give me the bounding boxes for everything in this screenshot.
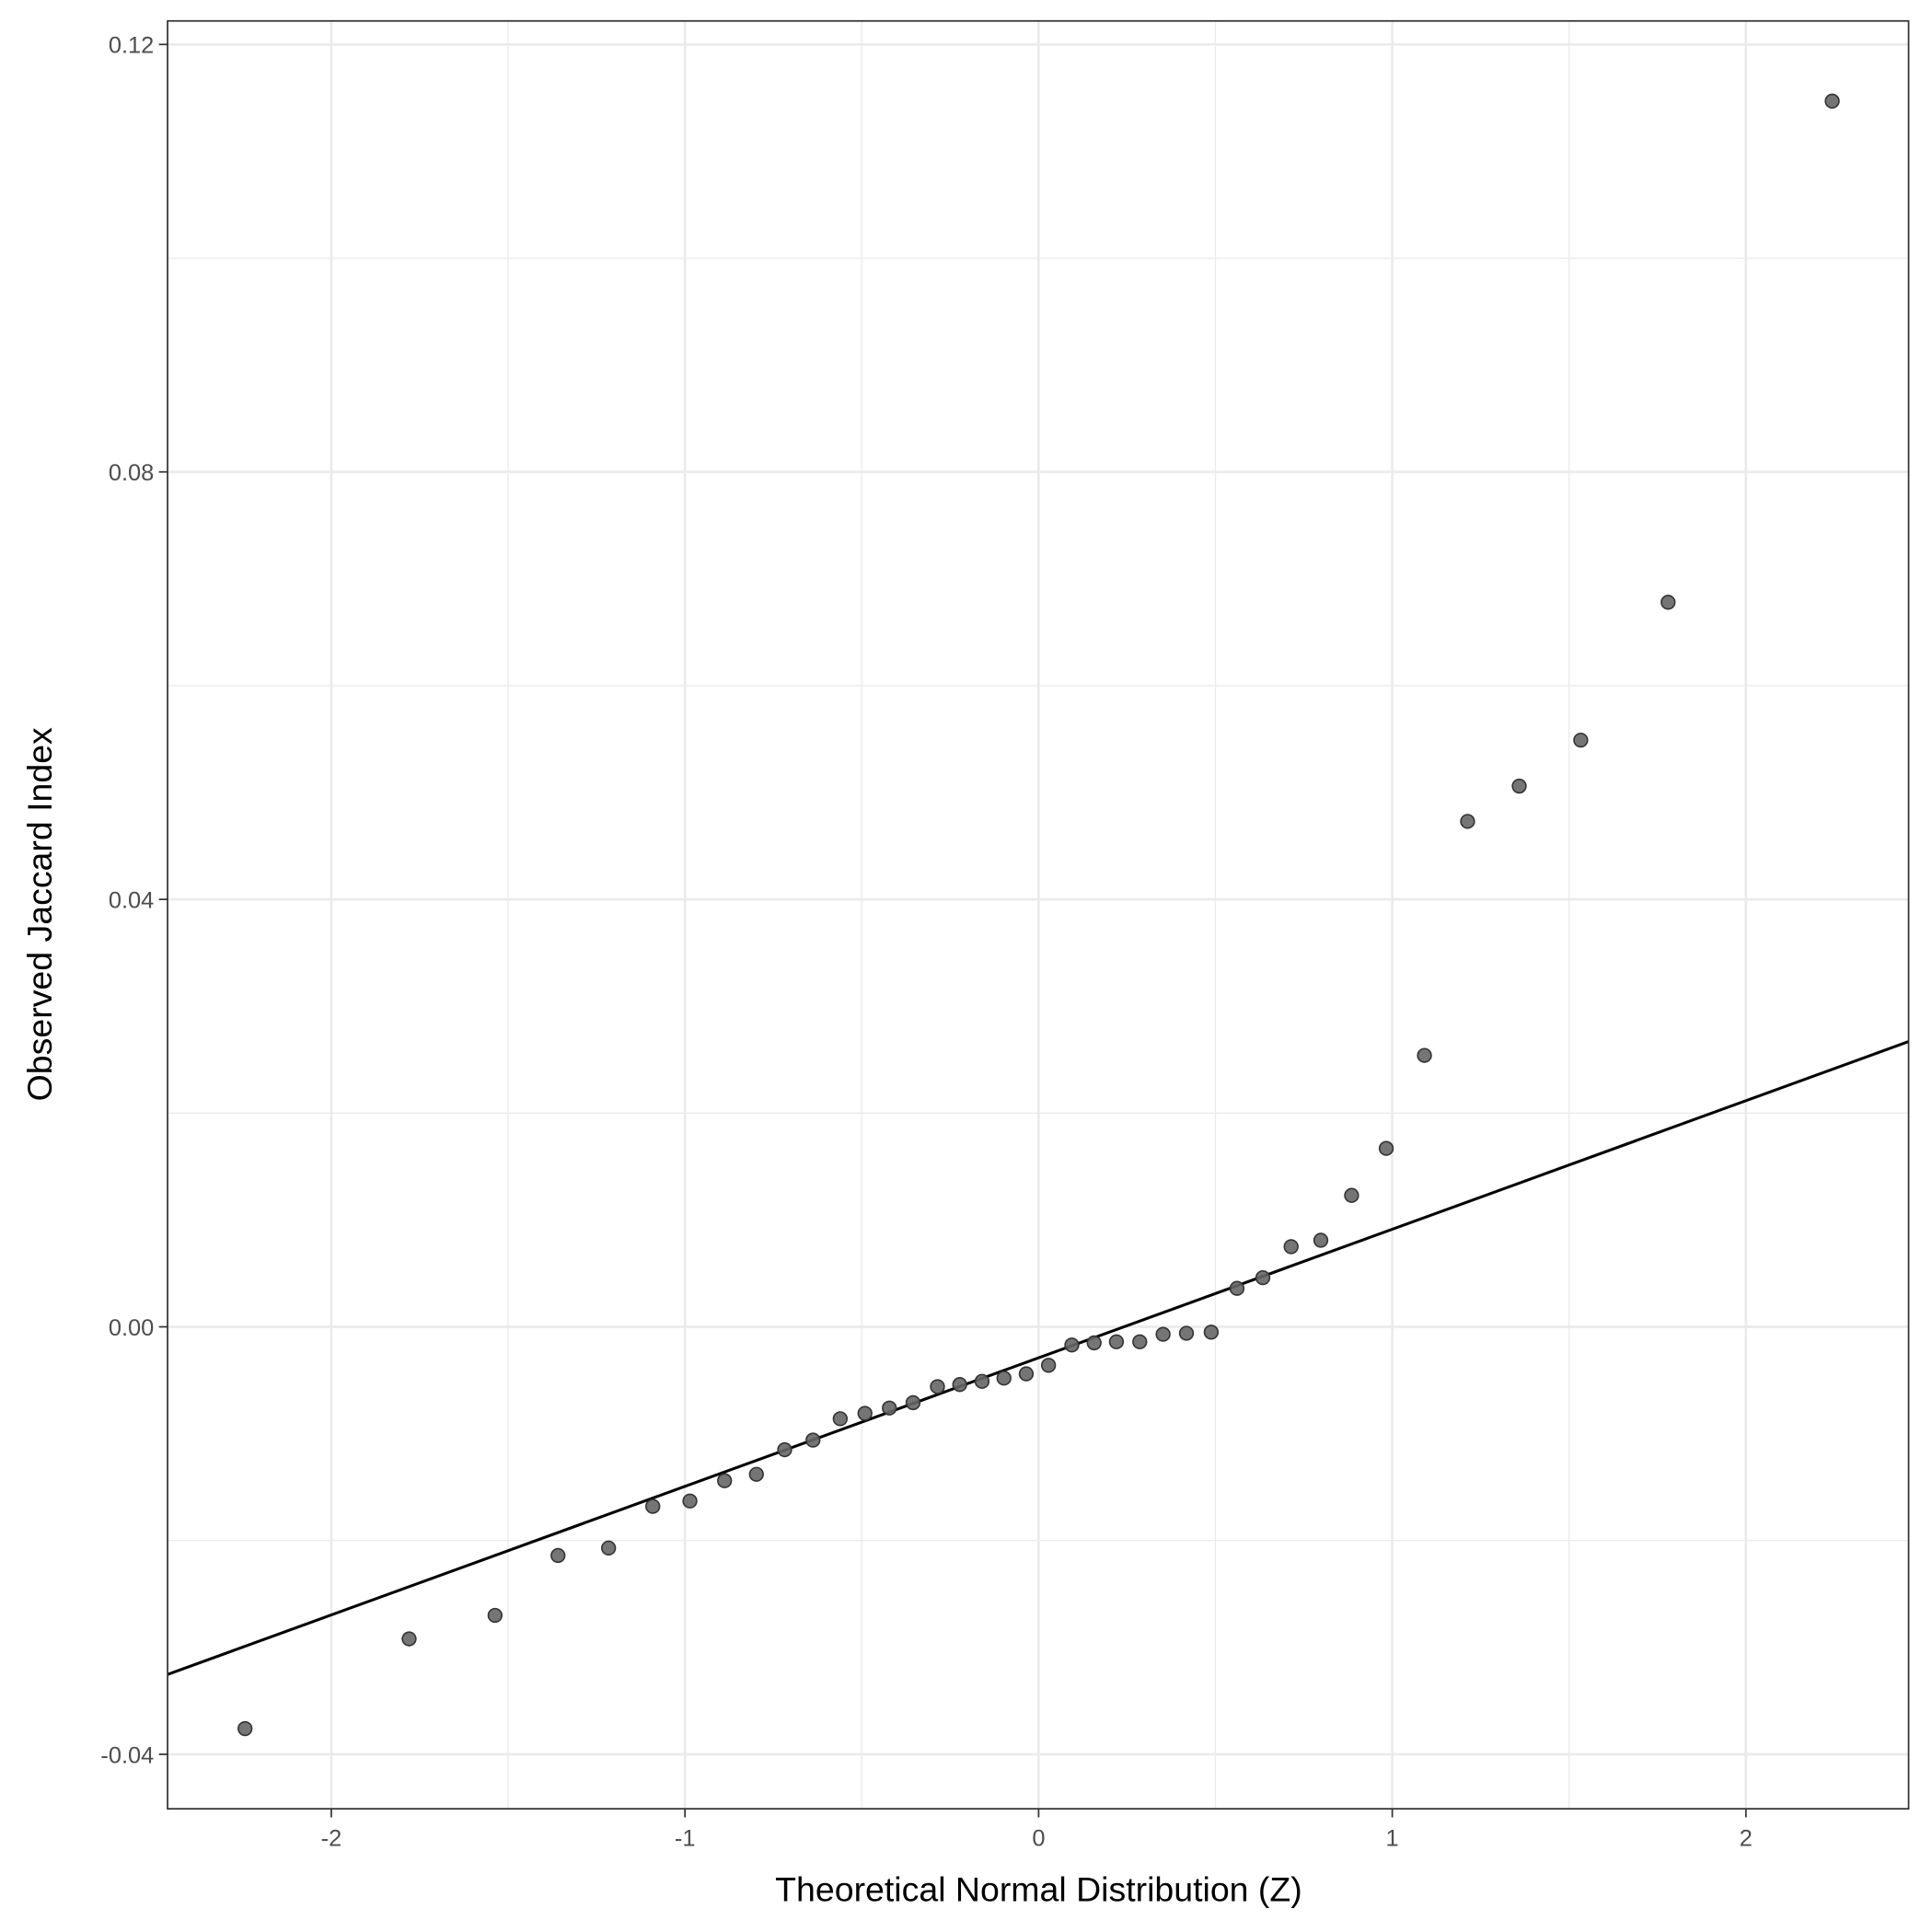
data-point xyxy=(1460,814,1475,829)
data-point xyxy=(682,1493,698,1509)
data-point xyxy=(905,1394,921,1411)
data-point xyxy=(237,1720,253,1737)
data-point xyxy=(1417,1047,1432,1063)
data-point xyxy=(717,1473,733,1488)
y-axis-title: Observed Jaccard Index xyxy=(20,727,59,1101)
data-point xyxy=(1344,1187,1359,1203)
data-point xyxy=(996,1371,1012,1386)
data-point xyxy=(832,1411,849,1427)
data-point xyxy=(1313,1232,1329,1248)
data-point xyxy=(1064,1337,1080,1353)
data-point xyxy=(1155,1326,1171,1342)
data-point xyxy=(550,1547,566,1564)
data-point xyxy=(1255,1269,1271,1286)
reference-line xyxy=(167,1040,1910,1676)
points xyxy=(237,93,1840,1737)
data-point xyxy=(748,1466,764,1482)
reference-line-group xyxy=(167,1040,1910,1676)
data-point xyxy=(777,1441,792,1458)
grid xyxy=(168,20,1909,1810)
data-point xyxy=(1040,1358,1057,1373)
x-tick-label: -1 xyxy=(675,1825,696,1851)
y-tick-label: 0.08 xyxy=(109,460,154,486)
data-point xyxy=(401,1631,417,1647)
data-point xyxy=(1573,732,1589,748)
data-point xyxy=(882,1400,897,1416)
data-point xyxy=(857,1406,873,1421)
data-point xyxy=(1824,93,1840,109)
data-point xyxy=(1283,1239,1299,1255)
data-point xyxy=(1086,1335,1102,1351)
data-point xyxy=(487,1607,503,1624)
x-tick-label: -2 xyxy=(321,1825,342,1851)
data-point xyxy=(930,1379,945,1394)
y-tick-label: -0.04 xyxy=(100,1742,154,1768)
x-axis-title: Theoretical Normal Distribution (Z) xyxy=(775,1870,1302,1909)
y-tick-label: 0.00 xyxy=(109,1315,154,1341)
axis-ticks: -2 -1 0 1 2 -0.04 0.00 0.04 0.08 0.12 xyxy=(100,33,1753,1852)
data-point xyxy=(1660,595,1676,610)
data-point xyxy=(1229,1280,1245,1296)
data-point xyxy=(645,1498,661,1514)
data-point xyxy=(805,1432,821,1448)
x-tick-label: 0 xyxy=(1032,1825,1045,1851)
data-point xyxy=(952,1377,967,1393)
data-point xyxy=(1132,1334,1148,1349)
data-point xyxy=(1108,1334,1125,1349)
data-point xyxy=(974,1373,990,1389)
x-tick-label: 2 xyxy=(1740,1825,1753,1851)
data-point xyxy=(1203,1325,1220,1340)
y-tick-label: 0.12 xyxy=(109,33,154,59)
x-tick-label: 1 xyxy=(1386,1825,1399,1851)
data-point xyxy=(601,1540,617,1556)
data-point xyxy=(1018,1366,1035,1382)
data-point xyxy=(1178,1325,1195,1341)
y-tick-label: 0.04 xyxy=(109,887,154,913)
data-point xyxy=(1378,1140,1394,1156)
data-point xyxy=(1511,778,1527,794)
